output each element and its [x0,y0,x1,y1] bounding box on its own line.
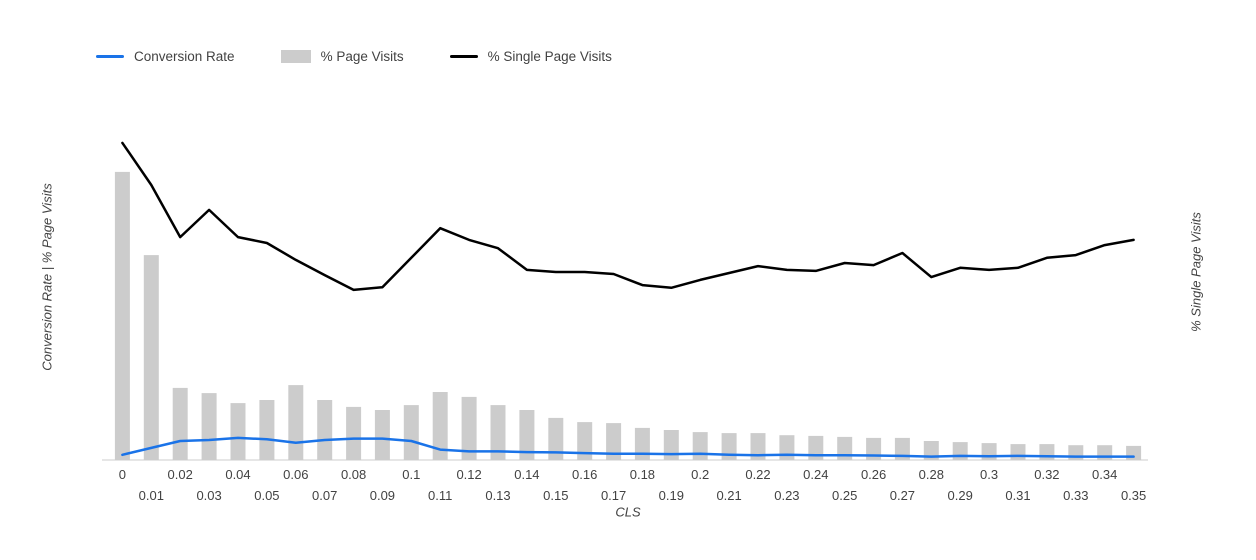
legend: Conversion Rate % Page Visits % Single P… [96,49,612,64]
x-tick-label: 0.25 [832,488,857,503]
x-tick-label: 0.12 [456,467,481,482]
bar-page-visits [259,400,275,460]
bar-page-visits [519,410,535,460]
bar-page-visits [114,171,130,460]
x-tick-label: 0.21 [716,488,741,503]
bar-page-visits [346,406,362,460]
bar-page-visits [750,433,766,460]
x-tick-label: 0.29 [948,488,973,503]
x-tick-label: 0.28 [919,467,944,482]
bar-page-visits [288,385,304,460]
x-tick-label: 0.07 [312,488,337,503]
x-tick-label: 0.05 [254,488,279,503]
x-tick-label: 0.18 [630,467,655,482]
legend-line-swatch-icon [449,55,478,58]
bar-page-visits [143,255,159,460]
bar-page-visits [1126,445,1142,460]
legend-bar-swatch-icon [280,50,311,63]
x-tick-label: 0.03 [196,488,221,503]
legend-item-single-page-visits: % Single Page Visits [449,49,612,64]
x-tick-label: 0.35 [1121,488,1146,503]
bar-page-visits [634,427,650,460]
line-conversion-rate [121,436,1135,458]
bar-page-visits [894,437,910,460]
x-tick-label: 0.15 [543,488,568,503]
x-tick-label: 0.11 [428,488,452,503]
bar-page-visits [577,422,593,460]
x-tick-label: 0.06 [283,467,308,482]
x-tick-label: 0.27 [890,488,915,503]
x-axis-title: CLS [615,504,641,520]
bar-page-visits [548,417,564,460]
legend-label: % Page Visits [320,49,404,64]
bar-page-visits [837,436,853,460]
x-tick-label: 0.17 [601,488,626,503]
x-tick-label: 0.04 [225,467,250,482]
x-tick-label: 0.22 [745,467,770,482]
legend-label: % Single Page Visits [487,49,612,64]
bar-page-visits [374,410,390,460]
bar-page-visits [952,442,968,460]
x-tick-label: 0.01 [139,488,164,503]
bar-page-visits [779,435,795,460]
x-tick-label: 0.14 [514,467,539,482]
legend-item-conversion-rate: Conversion Rate [96,49,235,64]
x-tick-label: 0.19 [659,488,684,503]
x-tick-label: 0.24 [803,467,828,482]
x-tick-label: 0.1 [402,467,420,482]
legend-label: Conversion Rate [134,49,235,64]
x-tick-label: 0.23 [774,488,799,503]
bar-page-visits [1039,444,1055,460]
x-tick-label: 0.34 [1092,467,1117,482]
x-tick-label: 0.08 [341,467,366,482]
x-tick-label: 0.32 [1034,467,1059,482]
bar-page-visits [201,393,217,460]
x-tick-label: 0.33 [1063,488,1088,503]
bar-page-visits [317,400,333,460]
bar-page-visits [432,392,448,460]
bar-page-visits [490,405,506,460]
bar-page-visits [663,430,679,460]
x-tick-label: 0.02 [168,467,193,482]
bar-page-visits [1010,444,1026,460]
bar-page-visits [721,433,737,460]
x-tick-label: 0.16 [572,467,597,482]
bar-page-visits [981,443,997,460]
bar-page-visits [230,403,246,460]
bar-page-visits [923,441,939,460]
bar-page-visits [606,423,622,460]
bar-page-visits [172,387,188,460]
bar-page-visits [403,405,419,460]
x-tick-label: 0.09 [370,488,395,503]
x-tick-label: 0 [119,467,126,482]
bar-page-visits [692,432,708,460]
legend-item-page-visits: % Page Visits [280,49,404,64]
legend-line-swatch-icon [96,55,124,58]
x-tick-label: 0.13 [485,488,510,503]
x-tick-label: 0.3 [980,467,998,482]
x-tick-label: 0.31 [1005,488,1030,503]
line--single-page-visits [121,141,1135,292]
x-tick-label: 0.26 [861,467,886,482]
x-tick-label: 0.2 [691,467,709,482]
bar-page-visits [461,396,477,460]
